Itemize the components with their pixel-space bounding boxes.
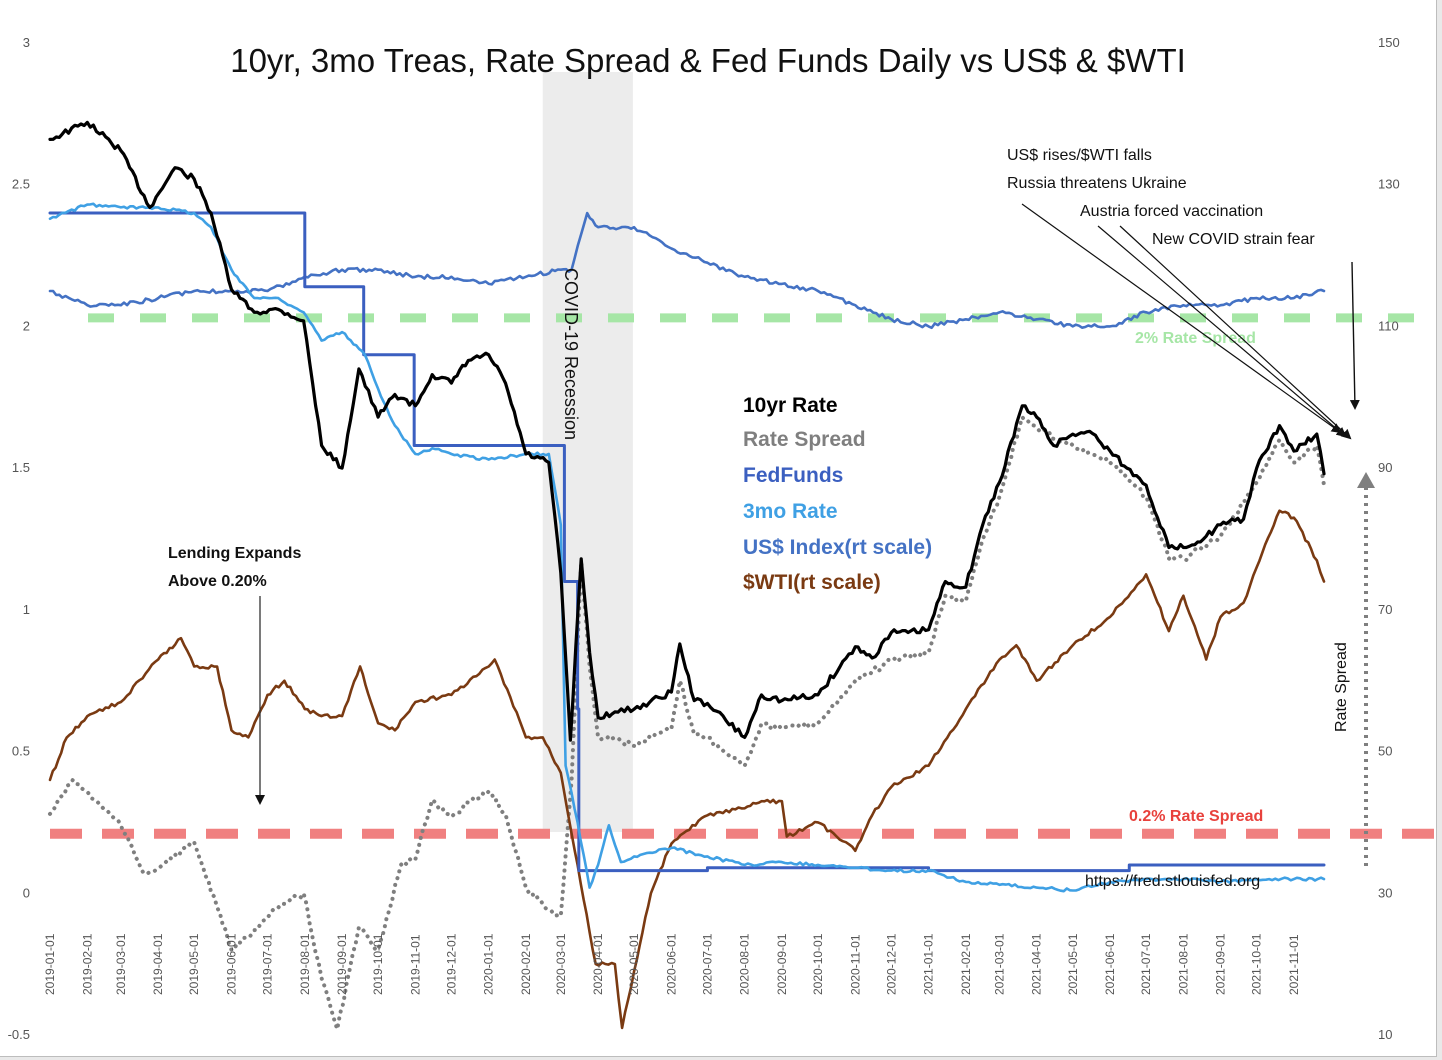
- x-tick-13: 2020-02-01: [519, 933, 533, 995]
- ref-02pct-label: 0.2% Rate Spread: [1129, 808, 1263, 825]
- x-tick-33: 2021-10-01: [1250, 933, 1264, 995]
- x-tick-0: 2019-01-01: [43, 933, 57, 995]
- right-tick-0: 10: [1378, 1027, 1392, 1042]
- arrow-covid-strain: [1349, 261, 1360, 410]
- series-layer: [48, 120, 1326, 1032]
- series-line-5: [48, 509, 1326, 1030]
- reference-lines: [50, 313, 1436, 839]
- left-tick-0: -0.5: [8, 1027, 30, 1042]
- x-tick-5: 2019-06-01: [224, 933, 238, 995]
- legend-fedfunds: FedFunds: [743, 464, 843, 487]
- x-tick-32: 2021-09-01: [1214, 933, 1228, 995]
- annot-covid-strain: New COVID strain fear: [1152, 231, 1315, 248]
- recession-label: COVID-19 Recession: [561, 268, 581, 440]
- x-tick-24: 2021-01-01: [922, 933, 936, 995]
- x-axis: 2019-01-01 2019-02-01 2019-03-01 2019-04-01…: [43, 933, 1301, 995]
- right-tick-2: 50: [1378, 744, 1392, 759]
- right-tick-5: 110: [1378, 318, 1399, 333]
- x-tick-11: 2019-12-01: [444, 933, 458, 995]
- right-tick-1: 30: [1378, 885, 1392, 900]
- x-tick-19: 2020-08-01: [738, 933, 752, 995]
- left-tick-7: 3: [23, 35, 30, 50]
- x-tick-22: 2020-11-01: [848, 934, 862, 995]
- x-tick-3: 2019-04-01: [151, 933, 165, 995]
- left-tick-1: 0: [23, 885, 30, 900]
- right-tick-6: 130: [1378, 177, 1400, 192]
- left-tick-4: 1.5: [12, 460, 30, 475]
- x-tick-2: 2019-03-01: [114, 933, 128, 995]
- series-line-2: [48, 211, 1326, 873]
- rate-spread-arrowhead: [1357, 472, 1375, 488]
- legend-spread: Rate Spread: [743, 428, 866, 451]
- lending-annotation-line1: Lending Expands: [168, 545, 301, 562]
- x-tick-14: 2020-03-01: [554, 933, 568, 995]
- x-tick-26: 2021-03-01: [992, 933, 1006, 995]
- x-tick-18: 2020-07-01: [700, 933, 714, 995]
- x-tick-28: 2021-05-01: [1066, 933, 1080, 995]
- lending-annotation-line2: Above 0.20%: [168, 573, 267, 590]
- x-tick-1: 2019-02-01: [80, 933, 94, 995]
- legend-usd: US$ Index(rt scale): [743, 536, 932, 559]
- x-tick-12: 2020-01-01: [482, 933, 496, 995]
- series-line-0: [48, 120, 1326, 742]
- x-tick-8: 2019-09-01: [335, 933, 349, 995]
- legend-3mo: 3mo Rate: [743, 500, 838, 523]
- left-tick-2: 0.5: [12, 744, 30, 759]
- x-tick-6: 2019-07-01: [261, 933, 275, 995]
- arrow-russia: [1097, 225, 1347, 438]
- right-tick-4: 90: [1378, 460, 1392, 475]
- left-tick-3: 1: [23, 602, 30, 617]
- x-tick-20: 2020-09-01: [775, 933, 789, 995]
- chart-title: 10yr, 3mo Treas, Rate Spread & Fed Funds…: [230, 42, 1186, 79]
- x-tick-23: 2020-12-01: [884, 933, 898, 995]
- annot-usd-rises: US$ rises/$WTI falls: [1007, 147, 1152, 164]
- right-tick-7: 150: [1378, 35, 1400, 50]
- x-tick-21: 2020-10-01: [811, 933, 825, 995]
- annot-russia: Russia threatens Ukraine: [1007, 175, 1187, 192]
- x-tick-9: 2019-10-01: [371, 933, 385, 995]
- arrow-usd: [1021, 203, 1342, 434]
- x-tick-31: 2021-08-01: [1176, 933, 1190, 995]
- right-tick-3: 70: [1378, 602, 1392, 617]
- x-tick-27: 2021-04-01: [1030, 933, 1044, 995]
- x-tick-10: 2019-11-01: [408, 934, 422, 995]
- x-tick-4: 2019-05-01: [187, 933, 201, 995]
- legend-10yr: 10yr Rate: [743, 394, 838, 417]
- source-label: https://fred.stlouisfed.org: [1085, 873, 1260, 890]
- series-line-4: [48, 211, 1326, 330]
- left-axis: -0.5 0 0.5 1 1.5 2 2.5 3: [8, 35, 30, 1042]
- x-tick-34: 2021-11-01: [1287, 934, 1301, 995]
- x-tick-7: 2019-08-01: [298, 933, 312, 995]
- x-tick-29: 2021-06-01: [1103, 933, 1117, 995]
- arrow-austria: [1119, 225, 1352, 440]
- x-tick-16: 2020-05-01: [627, 933, 641, 995]
- rate-spread-label: Rate Spread: [1333, 642, 1350, 732]
- series-line-3: [48, 202, 1326, 893]
- left-tick-5: 2: [23, 318, 30, 333]
- recession-band: [542, 72, 633, 832]
- annot-austria: Austria forced vaccination: [1080, 203, 1263, 220]
- x-tick-30: 2021-07-01: [1139, 933, 1153, 995]
- x-tick-25: 2021-02-01: [959, 933, 973, 995]
- legend: 10yr Rate Rate Spread FedFunds 3mo Rate …: [743, 394, 932, 594]
- x-tick-15: 2020-04-01: [591, 933, 605, 995]
- left-tick-6: 2.5: [12, 177, 30, 192]
- x-tick-17: 2020-06-01: [664, 933, 678, 995]
- right-axis: 10 30 50 70 90 110 130 150: [1378, 35, 1400, 1042]
- series-line-1: [48, 415, 1326, 1032]
- legend-wti: $WTI(rt scale): [743, 571, 881, 594]
